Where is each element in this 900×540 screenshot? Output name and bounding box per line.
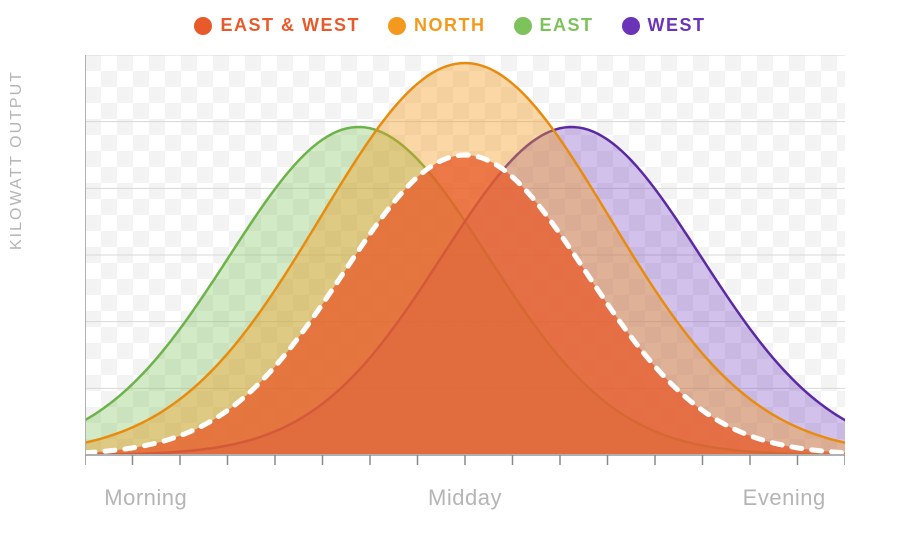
legend-dot-icon (194, 17, 212, 35)
legend-item-west: WEST (622, 15, 706, 36)
solar-output-chart (85, 55, 845, 475)
legend-label: EAST & WEST (220, 15, 360, 36)
legend-item-east: EAST (514, 15, 594, 36)
y-axis-label: KILOWATT OUTPUT (8, 70, 26, 250)
legend-dot-icon (622, 17, 640, 35)
legend-item-north: NORTH (388, 15, 486, 36)
legend-dot-icon (514, 17, 532, 35)
x-label-evening: Evening (734, 485, 834, 511)
x-label-midday: Midday (415, 485, 515, 511)
legend-dot-icon (388, 17, 406, 35)
legend-item-eastwest: EAST & WEST (194, 15, 360, 36)
legend-label: NORTH (414, 15, 486, 36)
legend-label: EAST (540, 15, 594, 36)
x-label-morning: Morning (96, 485, 196, 511)
legend: EAST & WEST NORTH EAST WEST (0, 15, 900, 40)
legend-label: WEST (648, 15, 706, 36)
chart-page: EAST & WEST NORTH EAST WEST KILOWATT OUTPUT… (0, 0, 900, 540)
